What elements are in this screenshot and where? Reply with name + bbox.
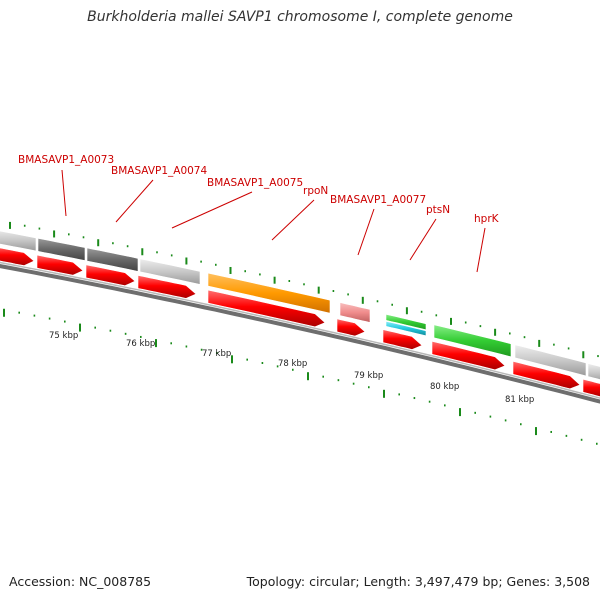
scale-label: 76 kbp xyxy=(126,339,155,349)
cds-arrow-1[interactable] xyxy=(0,246,35,266)
gene-block-ptsn[interactable] xyxy=(385,313,427,331)
gene-block-grey-1[interactable] xyxy=(514,344,587,377)
scale-label: 80 kbp xyxy=(430,382,459,392)
cds-arrow-next-1[interactable] xyxy=(512,360,581,390)
backbone-line xyxy=(0,264,600,404)
cds-arrow-hprk[interactable] xyxy=(431,340,506,371)
scale-label: 77 kbp xyxy=(202,349,231,359)
cds-arrow-a0073[interactable] xyxy=(36,254,84,276)
scale-labels: 75 kbp 76 kbp 77 kbp 78 kbp 79 kbp 80 kbp 81 k… xyxy=(49,331,534,405)
lbl-a0077[interactable]: BMASAVP1_A0077 xyxy=(330,194,426,206)
gene-block-rpon[interactable] xyxy=(207,272,331,314)
scale-label: 81 kbp xyxy=(505,395,534,405)
gene-block-a0072[interactable] xyxy=(0,229,37,252)
gene-block-a0074[interactable] xyxy=(86,247,139,272)
gene-block-a0075[interactable] xyxy=(139,258,201,285)
cds-arrow-rpon[interactable] xyxy=(207,289,326,328)
gene-block-grey-2[interactable] xyxy=(587,363,600,383)
lbl-a0075[interactable]: BMASAVP1_A0075 xyxy=(207,177,303,189)
lbl-a0074[interactable]: BMASAVP1_A0074 xyxy=(111,165,207,177)
map-title: Burkholderia mallei SAVP1 chromosome I, … xyxy=(87,9,513,25)
cds-arrow-next-2[interactable] xyxy=(582,378,600,397)
lbl-hprk-leader xyxy=(476,227,486,273)
gene-block-ptsn-cyan[interactable] xyxy=(385,320,427,337)
lbl-ptsn-leader xyxy=(409,218,437,261)
cds-arrow-a0077[interactable] xyxy=(336,318,366,337)
lbl-a0073-leader xyxy=(61,169,67,217)
cds-arrow-a0075[interactable] xyxy=(137,275,197,299)
feature-tracks[interactable] xyxy=(0,229,600,397)
lbl-rpon[interactable]: rpoN xyxy=(303,185,328,197)
scale-label: 79 kbp xyxy=(354,371,383,381)
genome-backbone xyxy=(0,261,600,404)
accession-text: Accession: NC_008785 xyxy=(9,574,152,589)
lbl-a0077-leader xyxy=(357,208,375,256)
gene-block-a0077[interactable] xyxy=(339,302,371,323)
lbl-a0073[interactable]: BMASAVP1_A0073 xyxy=(18,154,114,166)
gene-labels[interactable]: BMASAVP1_A0073BMASAVP1_A0074BMASAVP1_A00… xyxy=(18,154,500,225)
lbl-a0074-leader xyxy=(115,179,154,223)
scale-label: 78 kbp xyxy=(278,359,307,369)
gene-block-hprk[interactable] xyxy=(433,324,512,358)
backbone-highlight xyxy=(0,261,600,399)
cds-arrow-ptsn[interactable] xyxy=(382,329,423,350)
tick-marks xyxy=(3,221,599,445)
gene-block-a0073[interactable] xyxy=(37,237,86,261)
scale-label: 75 kbp xyxy=(49,331,78,341)
lbl-a0075-leader xyxy=(171,191,253,229)
lbl-rpon-leader xyxy=(271,199,315,241)
topology-text: Topology: circular; Length: 3,497,479 bp… xyxy=(246,574,590,589)
lbl-hprk[interactable]: hprK xyxy=(474,213,500,225)
lbl-ptsn[interactable]: ptsN xyxy=(426,204,450,216)
label-leaders xyxy=(61,169,486,273)
cds-arrow-a0074[interactable] xyxy=(85,264,136,287)
